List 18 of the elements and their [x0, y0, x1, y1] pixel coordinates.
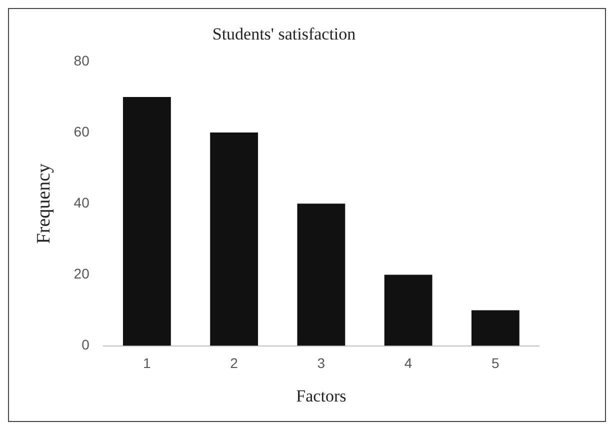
bar [210, 132, 258, 346]
x-tick-label: 1 [143, 355, 152, 372]
x-tick-label: 3 [317, 355, 326, 372]
y-tick-label: 20 [74, 266, 90, 282]
chart-title: Students' satisfaction [212, 24, 356, 44]
bar [122, 96, 171, 346]
y-tick-label: 80 [74, 52, 90, 68]
x-tick-label: 2 [230, 355, 238, 372]
x-tick-label: 5 [492, 355, 500, 372]
y-axis-title: Frequency [33, 163, 54, 244]
x-axis-title: Factors [296, 386, 346, 406]
bar [384, 274, 432, 346]
bar [297, 204, 346, 346]
y-tick-label: 60 [74, 123, 90, 140]
x-tick-label: 4 [404, 355, 412, 372]
bar [471, 310, 520, 346]
y-tick-label: 0 [82, 336, 90, 353]
y-tick-label: 40 [74, 194, 90, 210]
